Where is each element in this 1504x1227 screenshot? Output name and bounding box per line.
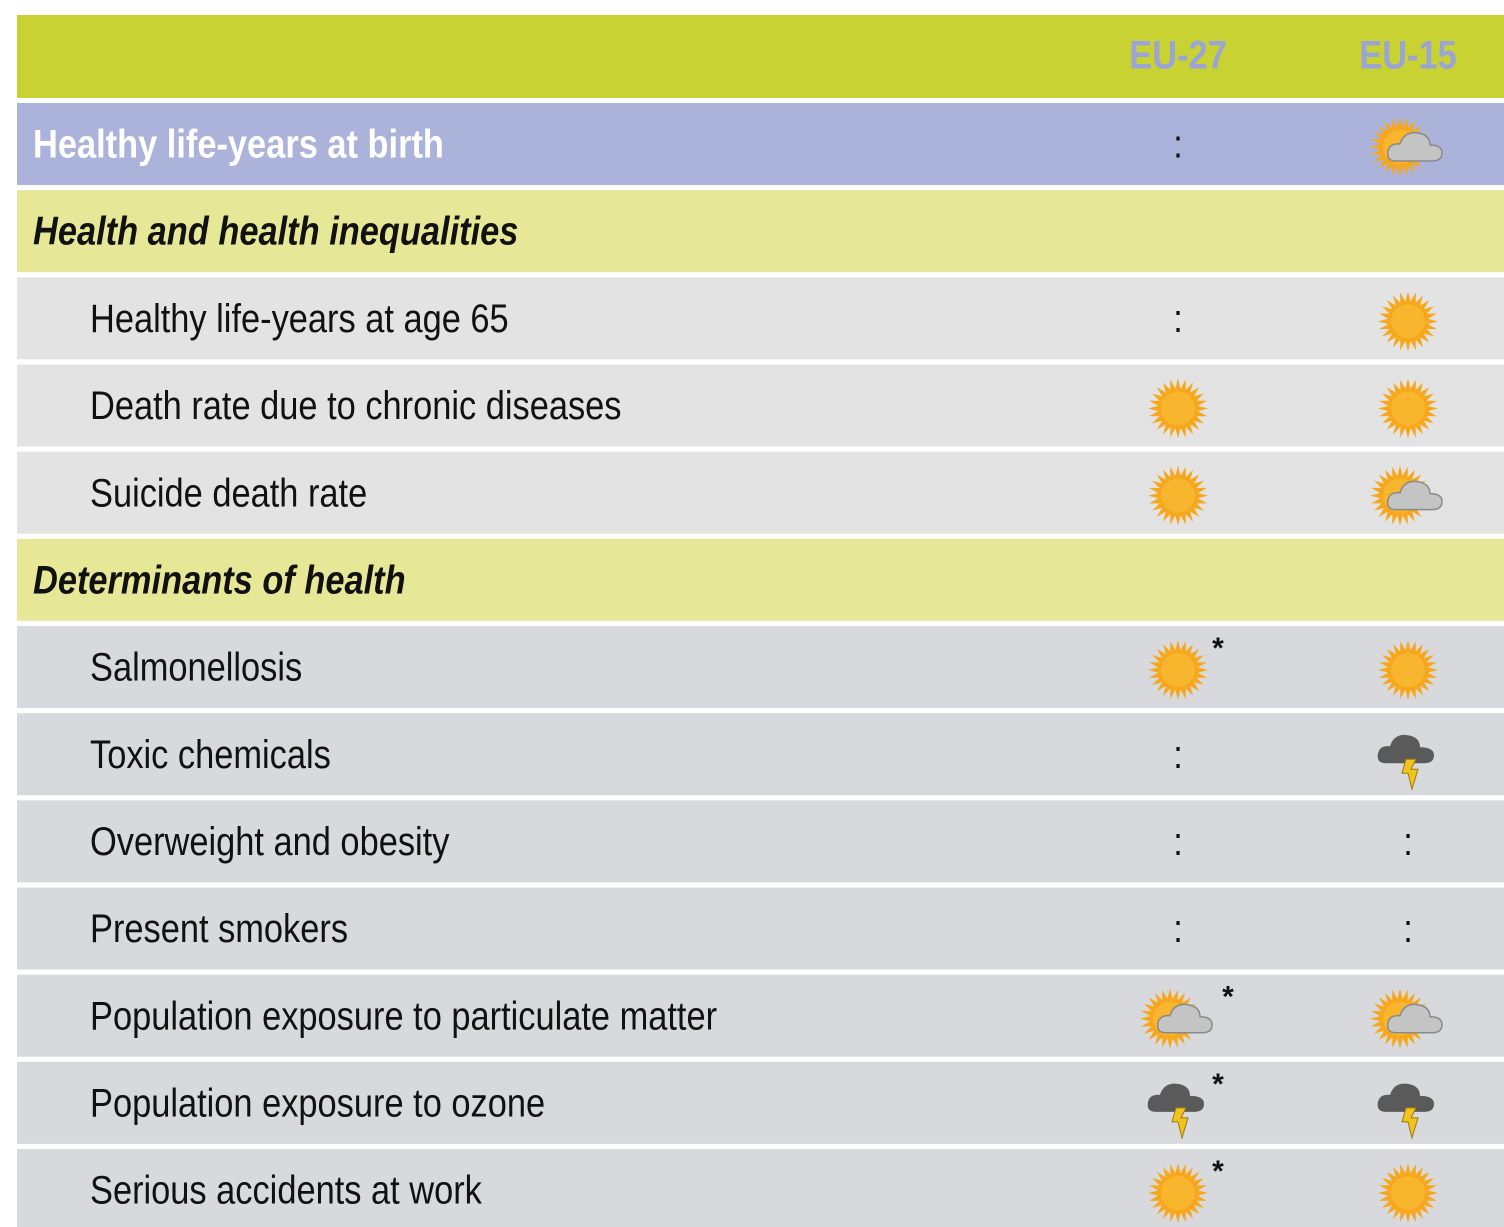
cell-text-group: Overweight and obesity: [90, 818, 450, 863]
cell-text-group: :: [1173, 121, 1183, 166]
indicator-row: [17, 626, 1504, 709]
no-data: :: [1173, 121, 1183, 166]
cell-text-group: :: [1173, 906, 1183, 951]
no-data: :: [1403, 818, 1413, 863]
cell-text-group: Healthy life-years at birth: [33, 121, 444, 166]
indicator-row: [17, 451, 1504, 534]
indicator-label: Death rate due to chronic diseases: [90, 383, 621, 428]
indicator-row: [17, 800, 1504, 883]
cell-text-group: Death rate due to chronic diseases: [90, 383, 621, 428]
status-icon-sun: [1148, 1163, 1208, 1224]
indicator-row: [17, 277, 1504, 360]
headline-row: [17, 103, 1504, 185]
cell-text-group: :: [1403, 906, 1413, 951]
indicator-label: Present smokers: [90, 906, 348, 951]
headline-label: Healthy life-years at birth: [33, 121, 444, 166]
cell-text-group: Salmonellosis: [90, 644, 302, 689]
cell-text-group: Healthy life-years at age 65: [90, 295, 509, 340]
cell-text-group: :: [1173, 295, 1183, 340]
indicator-label: Overweight and obesity: [90, 818, 450, 863]
cell-text-group: Present smokers: [90, 906, 348, 951]
header-band: [17, 15, 1504, 98]
status-icon-sun: [1378, 1163, 1438, 1224]
status-icon-sun: [1378, 640, 1438, 701]
status-icon-sun: [1378, 378, 1438, 439]
indicator-row: [17, 713, 1504, 796]
no-data: :: [1173, 731, 1183, 776]
indicator-label: Healthy life-years at age 65: [90, 295, 509, 340]
indicator-label: Salmonellosis: [90, 644, 302, 689]
section-row: [17, 190, 1504, 273]
indicator-label: Population exposure to particulate matte…: [90, 993, 717, 1038]
cell-text-group: :: [1173, 731, 1183, 776]
cell-text-group: Serious accidents at work: [90, 1167, 482, 1212]
indicator-row: [17, 1149, 1504, 1227]
indicator-row: [17, 364, 1504, 447]
column-header: EU-27: [1129, 32, 1226, 77]
status-icon-sun: [1148, 640, 1208, 701]
footnote-marker: *: [1222, 981, 1234, 1014]
indicator-row: [17, 1061, 1504, 1144]
no-data: :: [1173, 818, 1183, 863]
section-row: [17, 538, 1504, 621]
indicator-label: Suicide death rate: [90, 470, 367, 515]
indicator-row: [17, 974, 1504, 1057]
cell-text-group: Toxic chemicals: [90, 731, 331, 776]
status-icon-sun: [1148, 378, 1208, 439]
indicator-label: Serious accidents at work: [90, 1167, 482, 1212]
indicator-row: [17, 887, 1504, 970]
cell-text-group: Health and health inequalities: [33, 208, 518, 253]
indicator-label: Toxic chemicals: [90, 731, 331, 776]
status-icon-sun: [1148, 465, 1208, 526]
no-data: :: [1173, 295, 1183, 340]
indicator-label: Population exposure to ozone: [90, 1080, 545, 1125]
cell-text-group: :: [1403, 818, 1413, 863]
footnote-marker: *: [1212, 1155, 1224, 1188]
no-data: :: [1173, 906, 1183, 951]
footnote-marker: *: [1212, 632, 1224, 665]
no-data: :: [1403, 906, 1413, 951]
cell-text-group: Population exposure to ozone: [90, 1080, 545, 1125]
cell-text-group: EU-15: [1359, 32, 1456, 77]
section-title: Determinants of health: [33, 557, 406, 602]
cell-text-group: Suicide death rate: [90, 470, 367, 515]
cell-text-group: Population exposure to particulate matte…: [90, 993, 717, 1038]
section-title: Health and health inequalities: [33, 208, 518, 253]
footnote-marker: *: [1212, 1068, 1224, 1101]
column-header: EU-15: [1359, 32, 1456, 77]
cell-text-group: Determinants of health: [33, 557, 406, 602]
status-icon-sun: [1378, 291, 1438, 352]
cell-text-group: :: [1173, 818, 1183, 863]
cell-text-group: EU-27: [1129, 32, 1226, 77]
